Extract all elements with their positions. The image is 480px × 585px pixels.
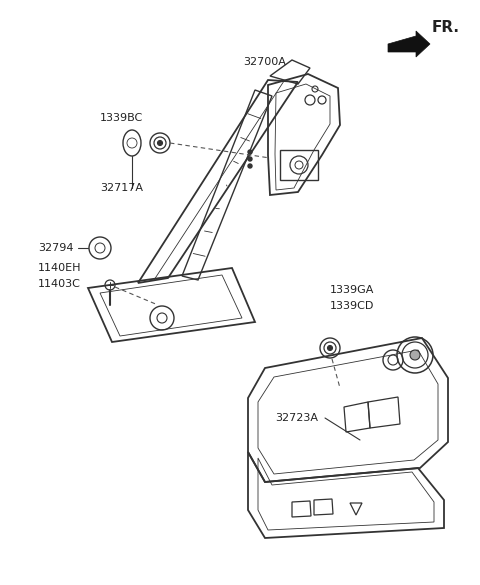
Circle shape <box>248 157 252 161</box>
Text: FR.: FR. <box>432 20 460 36</box>
Text: 11403C: 11403C <box>38 279 81 289</box>
Text: 1140EH: 1140EH <box>38 263 82 273</box>
Circle shape <box>248 164 252 168</box>
Text: 1339BC: 1339BC <box>100 113 143 123</box>
Polygon shape <box>388 31 430 57</box>
Circle shape <box>410 350 420 360</box>
Text: 32723A: 32723A <box>275 413 318 423</box>
Circle shape <box>327 346 333 350</box>
Text: 32700A: 32700A <box>243 57 286 67</box>
Circle shape <box>248 150 252 154</box>
Circle shape <box>157 140 163 146</box>
Text: 1339CD: 1339CD <box>330 301 374 311</box>
Text: 32794: 32794 <box>38 243 73 253</box>
Text: 1339GA: 1339GA <box>330 285 374 295</box>
Text: 32717A: 32717A <box>100 183 143 193</box>
